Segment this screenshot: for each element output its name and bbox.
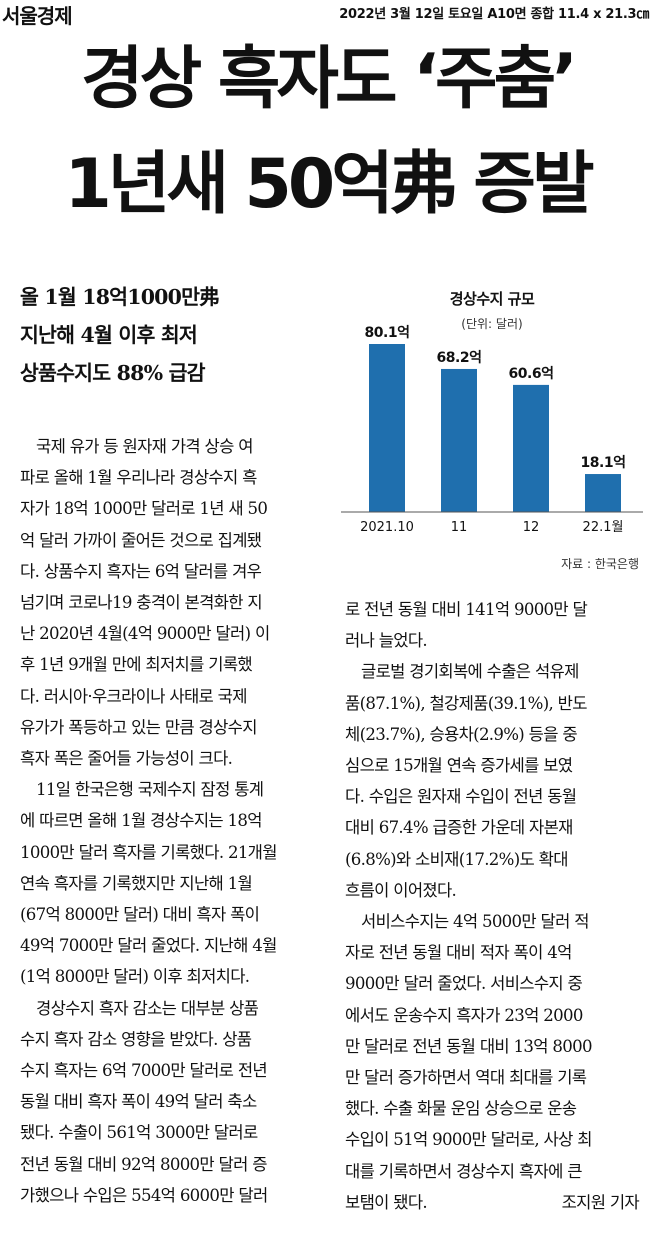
text-line: (1억 8000만 달러) 이후 최저치다. bbox=[20, 967, 250, 987]
text-line: 다. 러시아·우크라이나 사태로 국제 bbox=[20, 686, 248, 706]
chart-bar bbox=[441, 368, 477, 512]
text-line: 동월 대비 흑자 폭이 49억 달러 축소 bbox=[20, 1092, 257, 1112]
chart-value-label: 68.2억 bbox=[437, 350, 482, 366]
text-line: 49억 7000만 달러 줄었다. 지난해 4월 bbox=[20, 936, 277, 956]
subheadline: 올 1월 18억1000만弗 bbox=[20, 285, 220, 309]
text-line: 에서도 운송수지 흑자가 23억 2000 bbox=[345, 1005, 583, 1025]
text-line: 넘기며 코로나19 충격이 본격화한 지 bbox=[20, 593, 263, 613]
text-line: 경상수지 흑자 감소는 대부분 상품 bbox=[36, 998, 259, 1018]
text-line: 됐다. 수출이 561억 3000만 달러로 bbox=[20, 1123, 258, 1143]
chart-bar bbox=[513, 384, 549, 512]
text-line: 후 1년 9개월 만에 최저치를 기록했 bbox=[20, 655, 253, 675]
text-line: 국제 유가 등 원자재 가격 상승 여 bbox=[36, 437, 254, 456]
chart-category-label: 2021.10 bbox=[360, 520, 414, 535]
text-line: 만 달러로 전년 동월 대비 13억 8000 bbox=[345, 1036, 593, 1056]
text-line: 난 2020년 4월(4억 9000만 달러) 이 bbox=[20, 624, 270, 644]
text-line: 대비 67.4% 급증한 가운데 자본재 bbox=[345, 818, 573, 838]
chart-bar bbox=[369, 344, 405, 512]
headline-line-1: 경상 흑자도 ‘주춤’ bbox=[81, 40, 578, 119]
text-line: 11일 한국은행 국제수지 잠정 통계 bbox=[36, 780, 264, 800]
text-line: 다. 상품수지 흑자는 6억 달러를 겨우 bbox=[20, 561, 262, 581]
text-line: 대를 기록하면서 경상수지 흑자에 큰 bbox=[345, 1161, 582, 1181]
text-line: 수입이 51억 9000만 달러로, 사상 최 bbox=[345, 1130, 593, 1150]
text-line: (67억 8000만 달러) 대비 흑자 폭이 bbox=[20, 905, 260, 925]
subheadline: 상품수지도 88% 급감 bbox=[20, 361, 206, 385]
chart-category-label: 11 bbox=[451, 520, 468, 535]
edition-info: 2022년 3월 12일 토요일 A10면 종합 11.4 x 21.3㎝ bbox=[339, 7, 649, 22]
chart-source: 자료 : 한국은행 bbox=[561, 557, 639, 571]
text-line: 로 전년 동월 대비 141억 9000만 달 bbox=[345, 600, 588, 619]
text-line: 전년 동월 대비 92억 8000만 달러 증 bbox=[20, 1154, 268, 1174]
headline-line-2: 1년새 50억弗 증발 bbox=[64, 145, 594, 224]
text-line: 가했으나 수입은 554억 6000만 달러 bbox=[20, 1185, 268, 1205]
chart-bar bbox=[585, 474, 621, 512]
text-line: 자로 전년 동월 대비 적자 폭이 4억 bbox=[345, 943, 572, 963]
chart-title: 경상수지 규모 bbox=[449, 290, 535, 308]
byline: 조지원 기자 bbox=[561, 1192, 640, 1212]
chart-value-label: 18.1억 bbox=[581, 455, 626, 471]
text-line: 억 달러 가까이 줄어든 것으로 집계됐 bbox=[20, 530, 262, 550]
current-account-chart: 80.1억 2021.10 68.2억 11 60.6억 12 18.1억 22.1월 경상수… bbox=[333, 282, 651, 574]
paper-name: 서울경제 bbox=[2, 4, 73, 28]
chart-category-label: 22.1월 bbox=[583, 520, 624, 535]
text-line: 러나 늘었다. bbox=[345, 631, 428, 651]
text-line: 서비스수지는 4억 5000만 달러 적 bbox=[361, 912, 590, 932]
text-line: 글로벌 경기회복에 수출은 석유제 bbox=[361, 662, 579, 682]
subheadlines: 올 1월 18억1000만弗 지난해 4월 이후 최저 상품수지도 88% 급감 bbox=[20, 278, 320, 392]
text-line: 흐름이 이어졌다. bbox=[345, 880, 457, 900]
text-line: 9000만 달러 줄었다. 서비스수지 중 bbox=[345, 974, 583, 994]
text-line: 자가 18억 1000만 달러로 1년 새 50 bbox=[20, 499, 268, 519]
text-line: 에 따르면 올해 1월 경상수지는 18억 bbox=[20, 811, 263, 831]
text-line: 했다. 수출 화물 운임 상승으로 운송 bbox=[345, 1099, 577, 1119]
text-line: 파로 올해 1월 우리나라 경상수지 흑 bbox=[20, 468, 257, 488]
text-line: 수지 흑자는 6억 7000만 달러로 전년 bbox=[20, 1061, 268, 1081]
article-column-right: 로 전년 동월 대비 141억 9000만 달 러나 늘었다. 글로벌 경기회복에 … bbox=[345, 594, 641, 1218]
text-line: 심으로 15개월 연속 증가세를 보였 bbox=[345, 756, 573, 776]
subheadline: 지난해 4월 이후 최저 bbox=[20, 323, 198, 347]
text-line: 품(87.1%), 철강제품(39.1%), 반도 bbox=[345, 693, 587, 713]
chart-category-label: 12 bbox=[523, 520, 540, 535]
chart-unit: (단위: 달러) bbox=[461, 317, 523, 331]
text-line: 유가가 폭등하고 있는 만큼 경상수지 bbox=[20, 717, 257, 737]
text-line: 보탬이 됐다. 조지원 기자 bbox=[345, 1187, 641, 1218]
text-line: 다. 수입은 원자재 수입이 전년 동월 bbox=[345, 787, 577, 807]
text-line: 1000만 달러 흑자를 기록했다. 21개월 bbox=[20, 842, 278, 862]
text-line: 체(23.7%), 승용차(2.9%) 등을 중 bbox=[345, 724, 578, 744]
text-line: 연속 흑자를 기록했지만 지난해 1월 bbox=[20, 873, 253, 893]
text-line: 흑자 폭은 줄어들 가능성이 크다. bbox=[20, 749, 233, 769]
masthead: 서울경제 2022년 3월 12일 토요일 A10면 종합 11.4 x 21.… bbox=[0, 0, 655, 28]
chart-value-label: 80.1억 bbox=[365, 325, 410, 341]
text-line: (6.8%)와 소비재(17.2%)도 확대 bbox=[345, 849, 568, 869]
chart-canvas: 80.1억 2021.10 68.2억 11 60.6억 12 18.1억 22.1월 bbox=[341, 325, 643, 535]
text-line: 만 달러 증가하면서 역대 최대를 기록 bbox=[345, 1068, 587, 1088]
chart-value-label: 60.6억 bbox=[509, 366, 554, 382]
text-line: 수지 흑자 감소 영향을 받았다. 상품 bbox=[20, 1029, 252, 1049]
